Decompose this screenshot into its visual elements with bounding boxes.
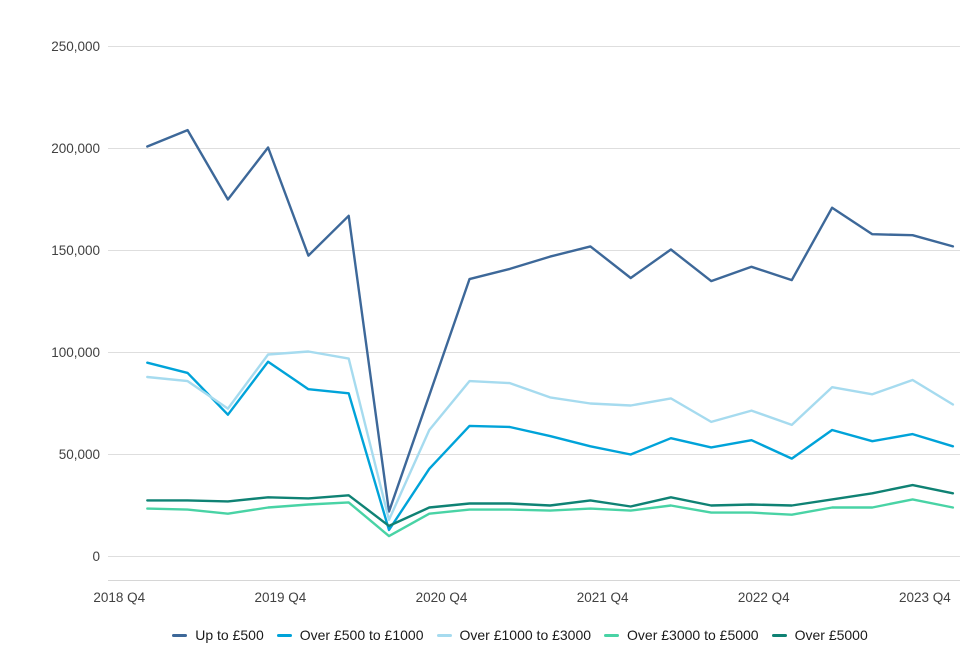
legend-label: Over £5000 <box>794 627 868 643</box>
legend-label: Over £1000 to £3000 <box>459 627 592 643</box>
series-line-over-1000-to-3000 <box>146 350 955 521</box>
legend-swatch <box>436 633 452 637</box>
chart-legend: Up to £500 Over £500 to £1000 Over £1000 t… <box>40 622 960 648</box>
legend-swatch <box>771 633 787 637</box>
y-axis-tick-label: 0 <box>92 549 100 564</box>
y-axis-tick-label: 200,000 <box>51 141 100 156</box>
series-line-over-500-to-1000 <box>146 360 955 532</box>
series-line-up-to-500 <box>146 128 955 513</box>
legend-label: Over £500 to £1000 <box>299 627 424 643</box>
y-axis-tick-label: 250,000 <box>51 39 100 54</box>
legend-item-up-to-500: Up to £500 <box>172 628 264 642</box>
legend-swatch <box>604 633 620 637</box>
chart-canvas: 0 50,000 100,000 150,000 200,000 250,000 2018 … <box>51 39 960 605</box>
legend-item-over-1000-to-3000: Over £1000 to £3000 <box>436 627 592 643</box>
legend-item-over-500-to-1000: Over £500 to £1000 <box>276 627 424 643</box>
legend-swatch <box>276 633 292 637</box>
x-axis-tick-label: 2018 Q4 <box>93 590 145 605</box>
legend-label: Up to £500 <box>195 627 264 643</box>
x-axis-tick-label: 2022 Q4 <box>738 590 790 605</box>
legend-item-over-3000-to-5000: Over £3000 to £5000 <box>604 628 759 642</box>
y-axis-tick-label: 50,000 <box>59 447 100 462</box>
series-line-over-3000-to-5000 <box>146 498 955 538</box>
x-axis-tick-label: 2020 Q4 <box>416 590 468 605</box>
legend-swatch <box>172 633 188 637</box>
legend-label: Over £3000 to £5000 <box>627 627 759 643</box>
x-axis-tick-label: 2021 Q4 <box>577 590 629 605</box>
x-axis-tick-label: 2019 Q4 <box>255 590 307 605</box>
series-line-over-5000 <box>146 483 955 528</box>
y-axis-tick-label: 100,000 <box>51 345 100 360</box>
legend-item-over-5000: Over £5000 <box>771 627 868 643</box>
y-axis-tick-label: 150,000 <box>51 243 100 258</box>
x-axis-tick-label: 2023 Q4 <box>899 590 951 605</box>
quarterly-value-band-line-chart: 0 50,000 100,000 150,000 200,000 250,000 2018 … <box>40 16 960 656</box>
